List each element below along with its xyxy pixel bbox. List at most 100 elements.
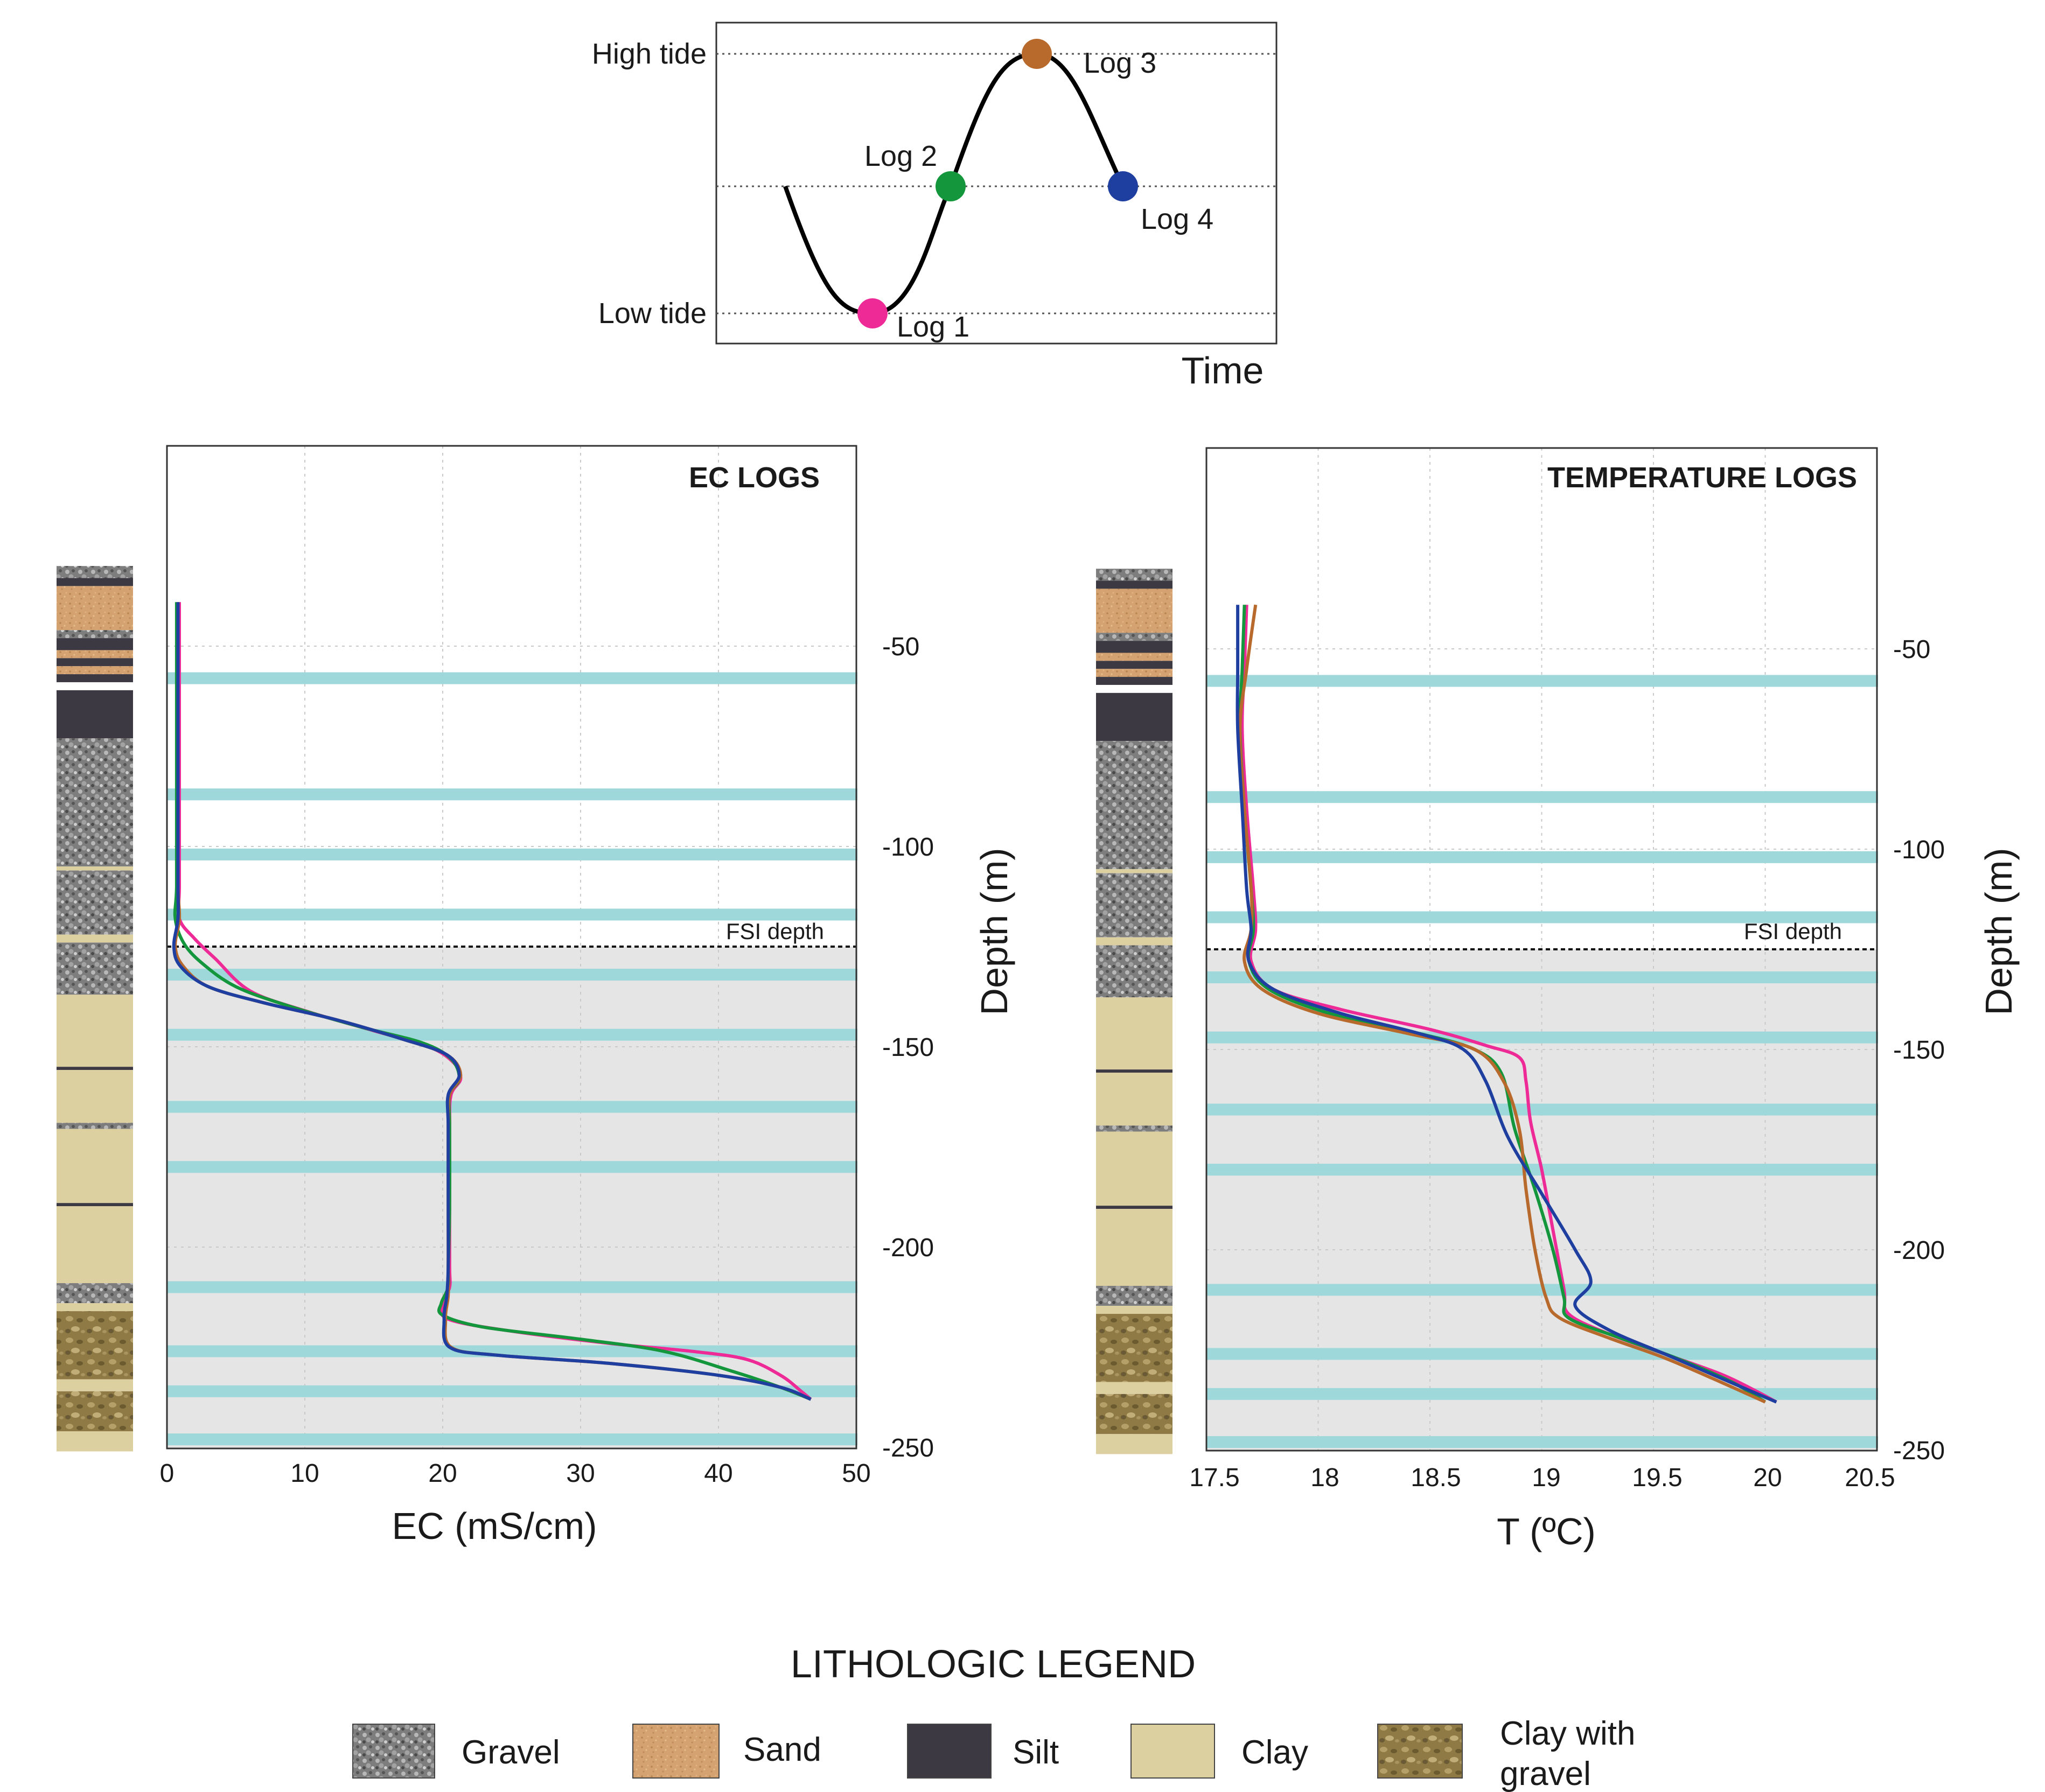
lithology-layer-gravel <box>57 630 133 639</box>
ec-chart: EC LOGS FSI depth 0 10 20 30 40 50 -50 -… <box>160 445 1015 1547</box>
lithology-layer-gravel <box>57 942 133 995</box>
lithology-layer-silt <box>1096 580 1172 589</box>
lithology-layer-clay <box>57 1129 133 1203</box>
lithology-layer-gravel <box>1096 873 1172 937</box>
ec-y-tick: -250 <box>882 1434 934 1462</box>
lithologic-legend: LITHOLOGIC LEGEND Gravel Sand Silt Clay … <box>352 1643 1636 1792</box>
ec-x-tick: 10 <box>290 1459 319 1488</box>
lithology-layer-clay_gravel <box>1096 1394 1172 1434</box>
lithology-layer-sand <box>1096 589 1172 633</box>
lithology-layer-clay_gravel <box>57 1391 133 1432</box>
temperature-x-tick: 18.5 <box>1411 1464 1461 1492</box>
temperature-x-tick: 18 <box>1310 1464 1339 1492</box>
ec-saline-zone <box>167 947 856 1448</box>
temperature-aquifer-band <box>1206 971 1878 984</box>
lithology-layer-silt <box>57 690 133 739</box>
lithology-layer-silt <box>1096 661 1172 669</box>
legend-swatch-silt <box>907 1724 992 1779</box>
lithology-layer-silt <box>1096 677 1172 685</box>
temperature-plot-area <box>1205 447 1878 1452</box>
lithology-layer-gravel <box>1096 1285 1172 1306</box>
temperature-chart-title: TEMPERATURE LOGS <box>1547 461 1857 494</box>
ec-y-tick: -100 <box>882 833 934 862</box>
legend-swatch-sand <box>632 1724 720 1779</box>
lithology-column-left <box>57 566 133 1452</box>
ec-aquifer-band <box>167 1385 857 1397</box>
temperature-aquifer-band <box>1206 911 1878 923</box>
lithology-layer-silt <box>57 658 133 667</box>
ec-fsi-label: FSI depth <box>726 919 824 944</box>
lithology-layer-clay <box>1096 997 1172 1070</box>
legend-label-clay-with-gravel: Clay with <box>1500 1715 1636 1752</box>
lithology-layer-silt <box>1096 641 1172 653</box>
lithology-layer-clay <box>1096 1306 1172 1314</box>
ec-aquifer-band <box>167 672 857 684</box>
log1-label: Log 1 <box>897 311 969 343</box>
ec-y-axis-label: Depth (m) <box>973 848 1015 1015</box>
low-tide-label: Low tide <box>598 297 707 330</box>
temperature-y-tick: -150 <box>1893 1036 1945 1065</box>
temperature-y-tick: -100 <box>1893 836 1945 864</box>
temperature-y-tick: -50 <box>1893 635 1930 664</box>
ec-plot-area <box>166 445 857 1450</box>
log4-label: Log 4 <box>1141 203 1213 235</box>
log2-marker <box>936 171 966 201</box>
lithology-layer-silt <box>57 1203 133 1207</box>
lithology-layer-gravel <box>1096 633 1172 641</box>
tide-frame <box>715 22 1278 345</box>
lithology-layer-clay_gravel <box>57 1311 133 1380</box>
legend-label-sand: Sand <box>743 1731 821 1768</box>
ec-series-log-4 <box>172 602 812 1401</box>
tide-panel: High tide Low tide Time Log 1 Log 2 Log … <box>592 22 1278 391</box>
temperature-x-axis-label: T (ºC) <box>1497 1510 1596 1552</box>
lithology-layer-clay <box>57 866 133 871</box>
temperature-y-tick: -200 <box>1893 1236 1945 1265</box>
ec-aquifer-band <box>167 1101 857 1113</box>
legend-swatch-clay <box>1130 1724 1215 1779</box>
ec-aquifer-band <box>167 1433 857 1446</box>
lithology-layer-gravel <box>1096 741 1172 870</box>
lithology-layer-gravel <box>57 870 133 935</box>
temperature-aquifer-band <box>1206 1031 1878 1044</box>
temperature-series-log-4 <box>1236 605 1777 1404</box>
temperature-aquifer-band <box>1206 1103 1878 1116</box>
temperature-aquifer-band <box>1206 791 1878 803</box>
temperature-x-tick: 17.5 <box>1189 1464 1239 1492</box>
lithology-layer-clay <box>57 1070 133 1123</box>
ec-x-tick: 0 <box>160 1459 175 1488</box>
temperature-y-axis-label: Depth (m) <box>1978 848 2020 1015</box>
lithology-layer-silt <box>57 578 133 586</box>
legend-label-clay-with-gravel-line2: gravel <box>1500 1755 1591 1792</box>
lithology-layer-silt <box>1096 1069 1172 1073</box>
ec-aquifer-band <box>167 908 857 921</box>
temperature-x-tick: 20 <box>1753 1464 1782 1492</box>
legend-title: LITHOLOGIC LEGEND <box>791 1643 1196 1686</box>
temperature-aquifer-band <box>1206 675 1878 687</box>
legend-label-gravel: Gravel <box>462 1734 560 1771</box>
log1-marker <box>857 298 888 328</box>
log3-marker <box>1022 39 1052 69</box>
lithology-layer-clay <box>57 934 133 943</box>
ec-x-tick: 30 <box>566 1459 595 1488</box>
ec-x-tick: 40 <box>704 1459 732 1488</box>
ec-aquifer-band <box>167 1028 857 1041</box>
lithology-layer-clay <box>1096 1131 1172 1206</box>
ec-y-tick: -200 <box>882 1234 934 1262</box>
lithology-layer-gravel <box>1096 569 1172 581</box>
ec-aquifer-band <box>167 969 857 981</box>
lithology-layer-clay <box>57 995 133 1067</box>
lithology-layer-gravel <box>57 1123 133 1129</box>
lithology-layer-sand <box>57 650 133 659</box>
ec-aquifer-band <box>167 1281 857 1293</box>
lithology-layer-silt <box>1096 692 1172 741</box>
lithology-layer-clay <box>57 1303 133 1312</box>
lithology-layer-silt <box>57 638 133 650</box>
ec-aquifer-band <box>167 788 857 801</box>
lithology-layer-sand <box>57 666 133 675</box>
lithology-layer-gravel <box>1096 1125 1172 1132</box>
temperature-aquifer-band <box>1206 1348 1878 1360</box>
ec-y-ticks: -50 -100 -150 -200 -250 <box>882 633 934 1462</box>
lithology-layer-clay <box>57 1431 133 1452</box>
temperature-y-ticks: -50 -100 -150 -200 -250 <box>1893 635 1945 1465</box>
